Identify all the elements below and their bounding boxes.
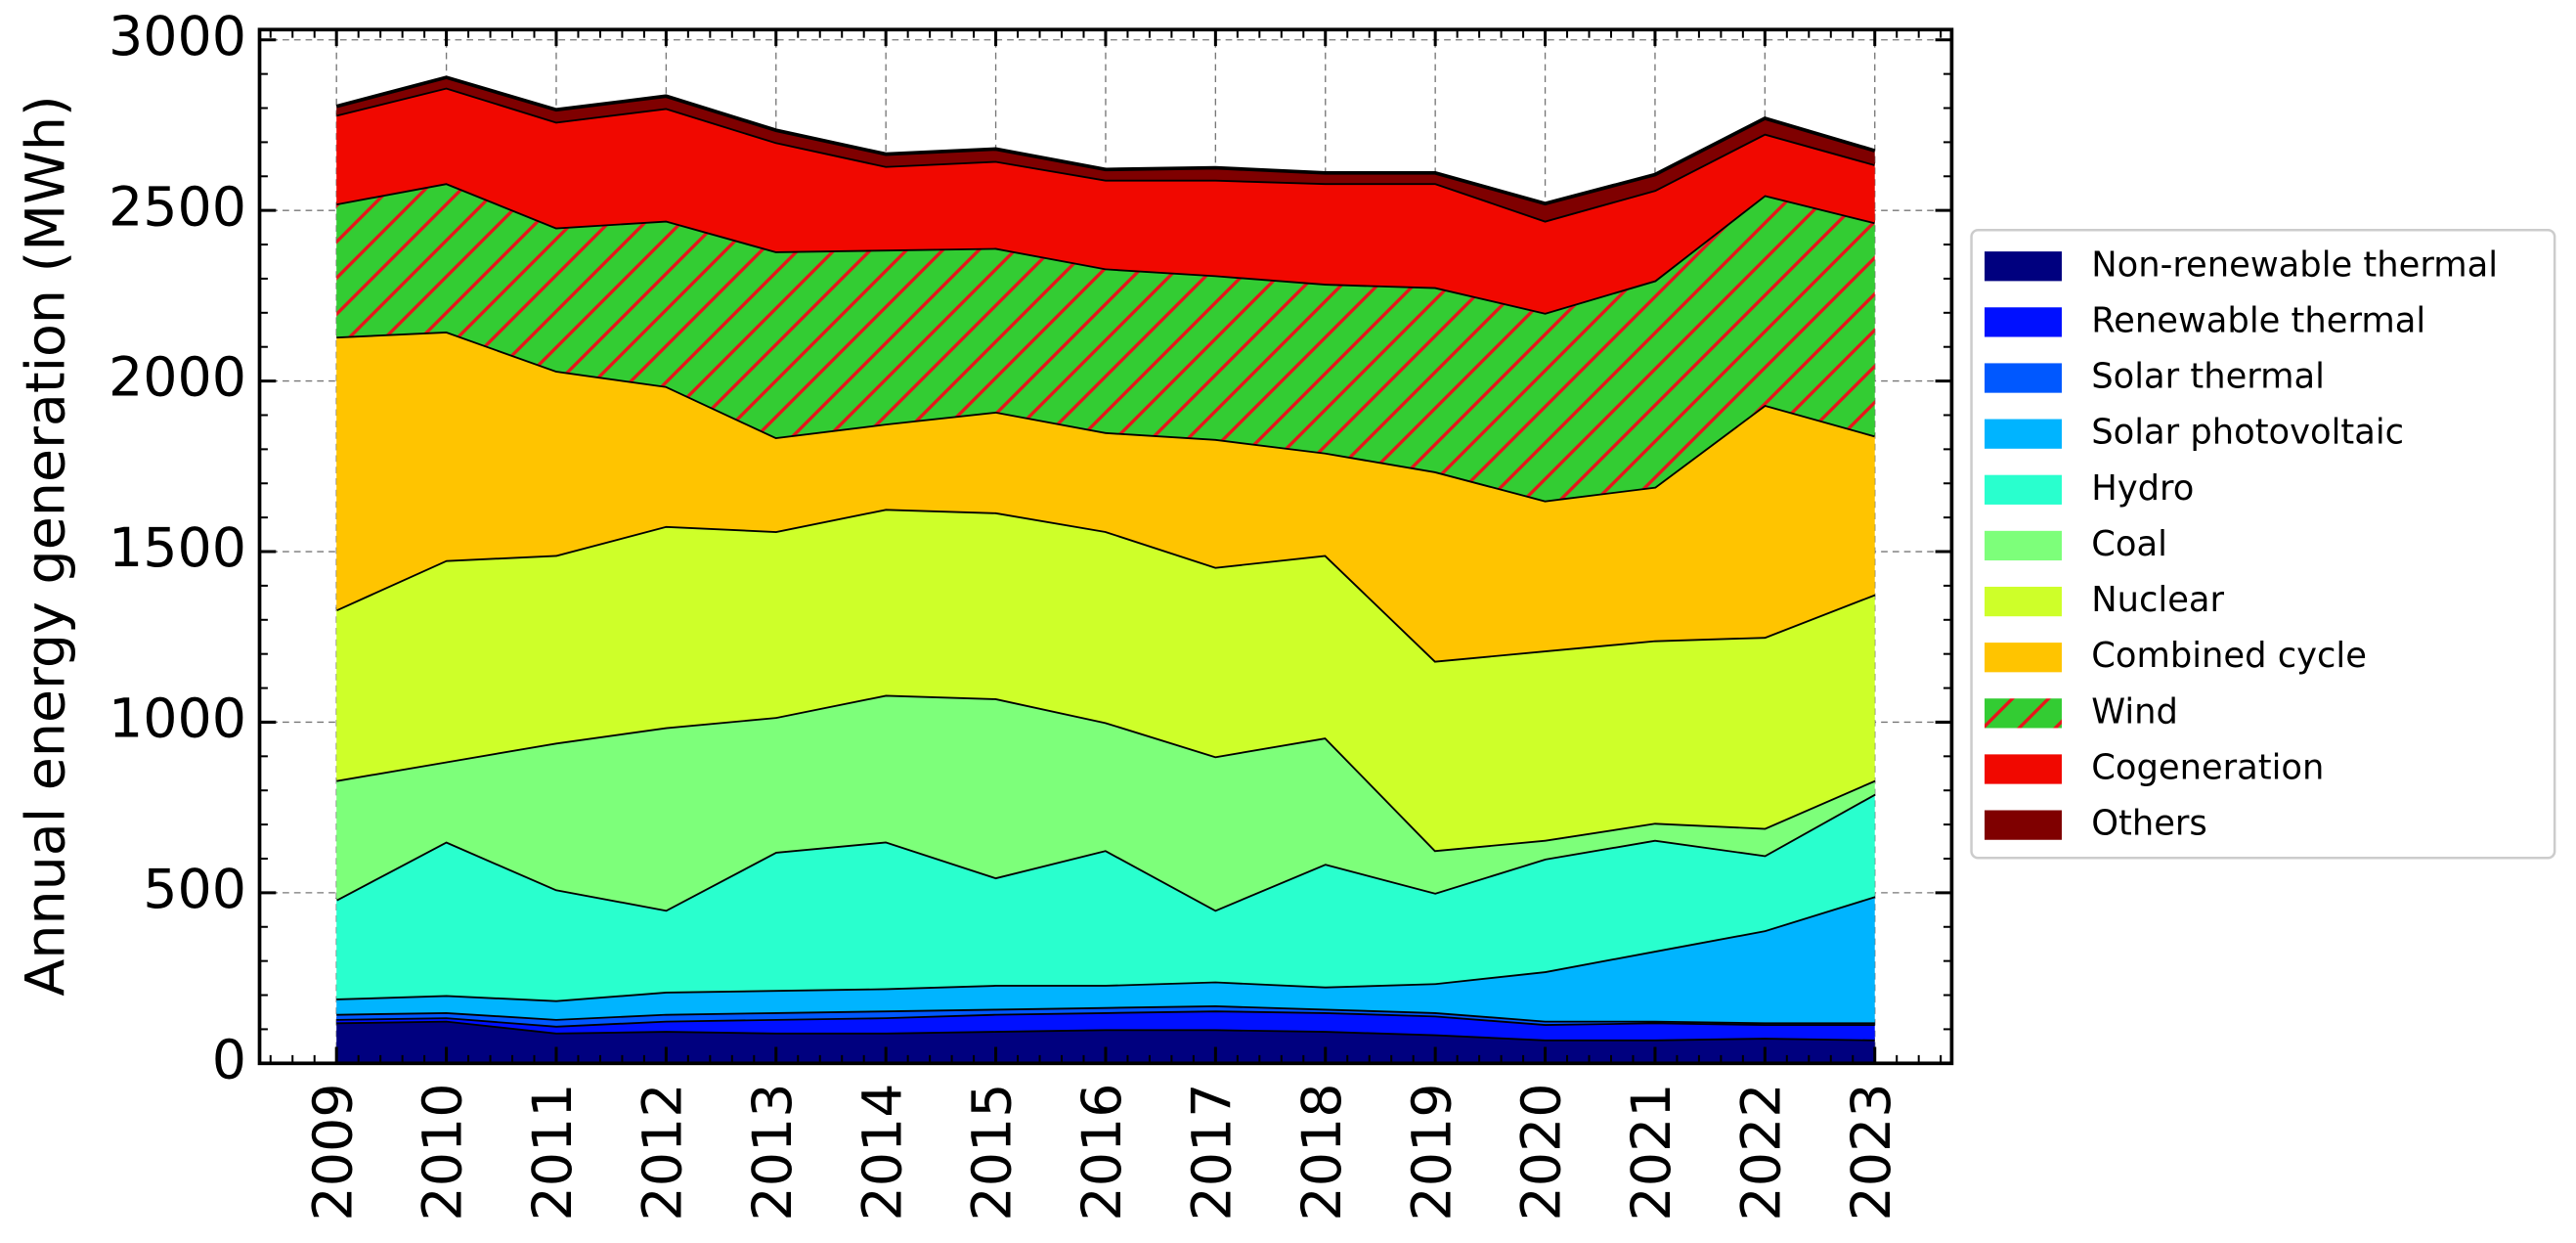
area [336,87,1875,313]
legend-label: Nuclear [2091,580,2224,620]
legend-label: Coal [2091,524,2167,564]
legend-swatch [1985,307,2063,337]
legend-swatch [1985,363,2063,393]
legend-swatch [1985,754,2063,784]
legend-label: Others [2091,804,2207,844]
x-tick-label: 2013 [742,1083,805,1221]
area [336,694,1875,910]
y-tick-label: 1500 [109,517,246,580]
x-tick-label: 2018 [1291,1083,1354,1221]
legend-swatch [1985,810,2063,840]
y-tick-label: 2000 [109,347,246,410]
x-tick-label: 2009 [302,1083,365,1221]
x-tick-label: 2014 [851,1083,914,1221]
x-tick-label: 2017 [1181,1083,1244,1221]
legend-swatch [1985,643,2063,673]
legend-swatch [1985,530,2063,561]
legend-label: Non-renewable thermal [2091,244,2498,285]
x-tick-label: 2020 [1511,1083,1574,1221]
legend-swatch [1985,251,2063,282]
legend-label: Solar photovoltaic [2091,413,2404,453]
area [336,509,1875,851]
legend-label: Renewable thermal [2091,300,2425,340]
x-tick-label: 2016 [1071,1083,1134,1221]
x-tick-label: 2022 [1730,1083,1793,1221]
x-tick-label: 2015 [962,1083,1025,1221]
area [336,332,1875,661]
legend-label: Combined cycle [2091,636,2367,676]
y-tick-label: 3000 [109,6,246,68]
area-edge [335,75,1876,206]
legend-label: Wind [2091,691,2178,732]
area [336,1020,1875,1064]
legend-box [1970,229,2556,860]
legend-swatch [1985,474,2063,505]
x-tick-label: 2012 [633,1083,695,1221]
y-axis-label: Annual energy generation (MWh) [16,95,78,996]
area [336,183,1875,501]
legend-label: Solar thermal [2091,357,2325,397]
legend: Others Cogeneration Wind Combined cycle Nucl… [1970,229,2556,860]
y-tick-label: 500 [143,859,246,921]
legend-swatch [1985,419,2063,449]
area-edge [335,181,1876,315]
y-tick-label: 2500 [109,176,246,239]
x-tick-label: 2023 [1841,1083,1903,1221]
x-tick-label: 2010 [413,1083,475,1221]
y-tick-label: 1000 [109,688,246,751]
y-tick-label: 0 [212,1029,246,1091]
area-edge [335,792,1876,912]
legend-label: Hydro [2091,468,2194,509]
x-tick-label: 2021 [1621,1083,1683,1221]
area-edge [336,1018,1875,1042]
area [336,793,1875,1000]
x-tick-label: 2019 [1401,1083,1463,1221]
area [336,1010,1875,1040]
x-tick-label: 2011 [522,1083,585,1221]
legend-swatch [1985,586,2063,617]
legend-label: Cogeneration [2091,747,2324,787]
legend-swatch [1985,698,2063,729]
